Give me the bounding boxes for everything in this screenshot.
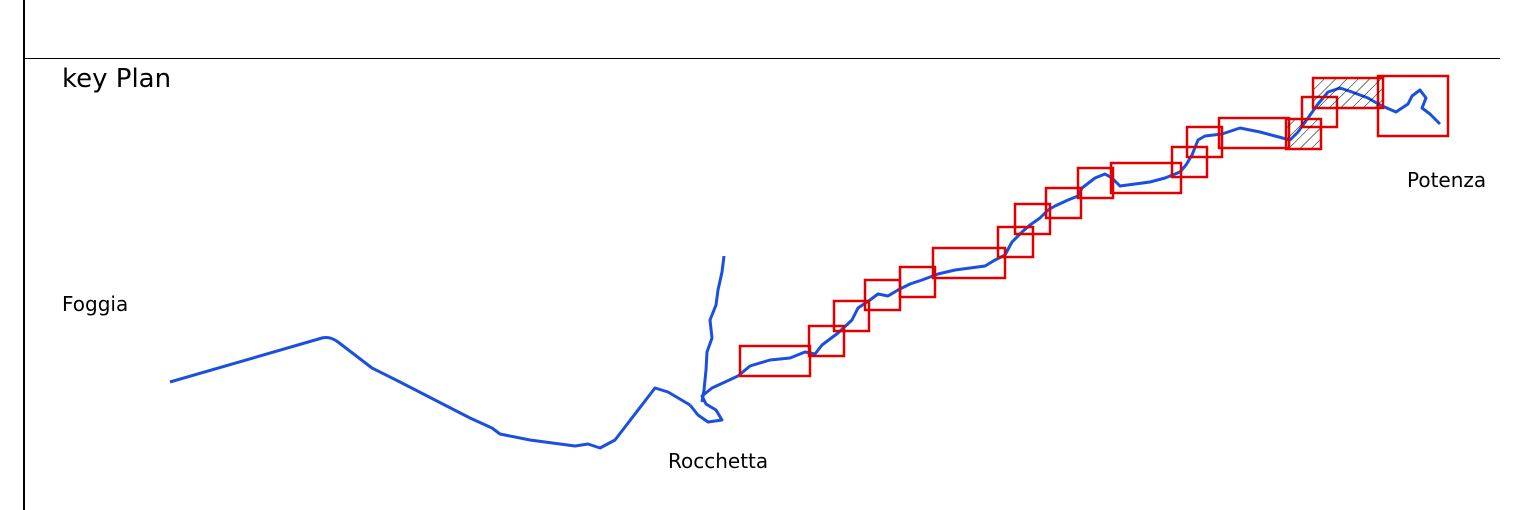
place-label-rocchetta: Rocchetta	[668, 449, 769, 473]
route-north-branch	[700, 255, 726, 403]
hatched-sheet-box	[1284, 117, 1323, 151]
route-foggia-rocchetta	[169, 336, 691, 450]
sheet-box	[832, 299, 871, 333]
sheet-box	[1185, 125, 1224, 159]
header-divider	[25, 58, 1500, 59]
frame-left-border	[23, 0, 25, 510]
place-label-potenza: Potenza	[1407, 168, 1487, 192]
place-label-foggia: Foggia	[62, 292, 129, 316]
hatched-sheet-box	[1311, 76, 1385, 110]
sheet-box	[1376, 74, 1450, 138]
sheet-box	[738, 344, 812, 378]
route-rocchetta-loop	[688, 374, 739, 424]
sheet-box	[931, 246, 1007, 280]
sheet-box	[807, 324, 846, 358]
sheet-box	[1170, 145, 1209, 179]
page-title: key Plan	[62, 64, 172, 94]
sheet-box	[1044, 186, 1083, 220]
sheet-boxes	[738, 74, 1450, 378]
sheet-box	[898, 265, 937, 299]
sheet-box	[1076, 166, 1115, 200]
sheet-box	[1109, 161, 1183, 195]
hatched-sheet-boxes	[1284, 76, 1385, 151]
